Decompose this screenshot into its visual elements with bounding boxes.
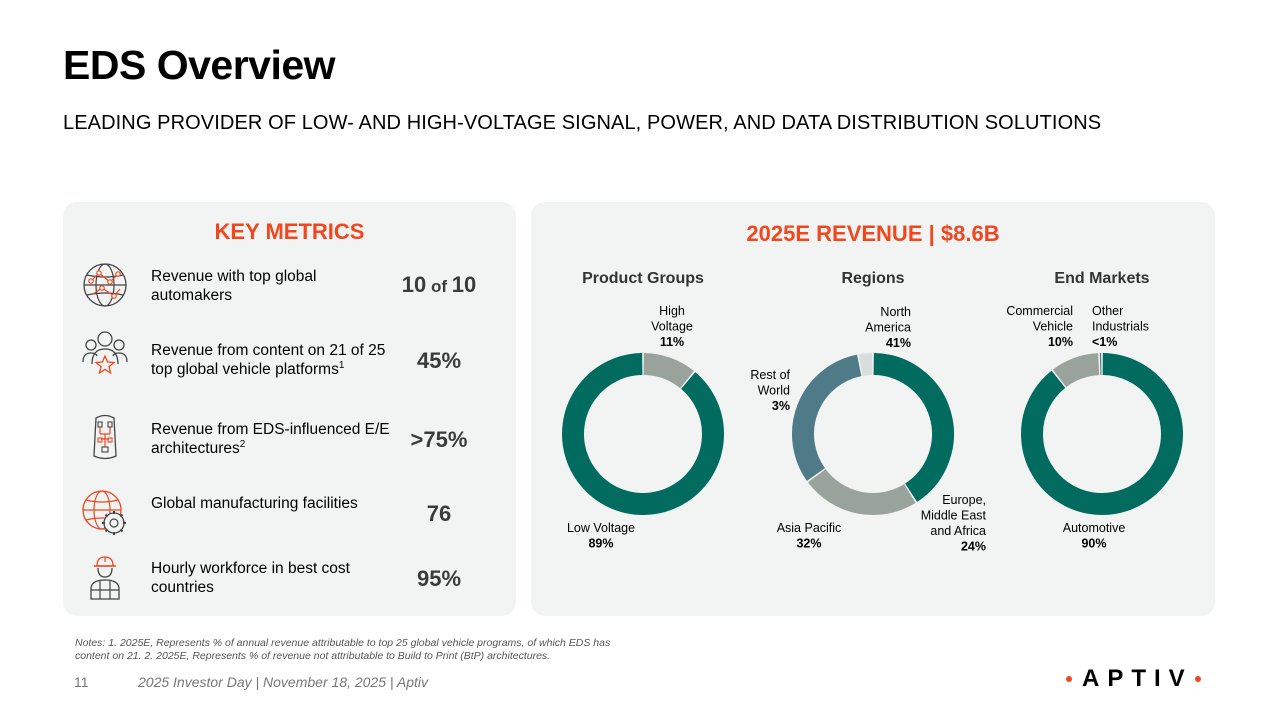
metric-value-platforms: 45%	[416, 348, 462, 373]
metric-value-automakers: 10 of 10	[401, 272, 477, 297]
revenue-heading: 2025E REVENUE | $8.6B	[746, 221, 1000, 246]
revenue-panel: 2025E REVENUE | $8.6B Product Groups High…	[531, 202, 1215, 616]
slice-regions-north-america	[873, 353, 954, 502]
slice-label-rest-of-world: Rest of World 3%	[750, 368, 790, 413]
slice-regions-rest-of-world	[858, 353, 873, 376]
slice-label-north-america: North America 41%	[865, 305, 911, 350]
metric-label-facilities: Global manufacturing facilities	[151, 495, 358, 512]
key-metrics-panel: KEY METRICS Revenue with top global auto…	[63, 202, 516, 616]
metric-label-workforce: Hourly workforce in best cost countries	[151, 560, 350, 596]
globe-gear-icon	[82, 490, 126, 535]
slice-product-groups-high-voltage	[643, 353, 694, 389]
page-title: EDS Overview	[63, 42, 336, 88]
slice-product-groups-low-voltage	[562, 353, 724, 515]
metric-value-facilities: 76	[426, 501, 452, 526]
slice-regions-europe-middle-east-and-africa	[807, 468, 916, 515]
revenue-donut-charts: Product Groups High Voltage 11% Low Voltage 8…	[562, 270, 1183, 554]
key-metrics-heading: KEY METRICS	[214, 219, 365, 244]
slice-end-markets-commercial-vehicle	[1052, 353, 1100, 388]
metric-label-platforms: Revenue from content on 21 of 25 top glo…	[151, 342, 386, 378]
metric-value-architectures: >75%	[410, 427, 468, 452]
people-star-icon	[82, 331, 128, 375]
logo-dot-left	[1066, 676, 1072, 682]
page-number: 11	[74, 674, 89, 690]
vehicle-architecture-icon	[93, 414, 117, 460]
slice-label-other-industrials: Other Industrials <1%	[1092, 304, 1149, 349]
slice-label-europe-middle-east-and-africa: Europe, Middle East and Africa 24%	[921, 493, 987, 554]
slice-label-asia-pacific: Asia Pacific 32%	[777, 521, 842, 551]
slice-end-markets-automotive	[1021, 353, 1183, 515]
metric-value-workforce: 95%	[416, 566, 462, 591]
footer-text: 2025 Investor Day | November 18, 2025 | …	[138, 674, 429, 690]
slice-label-commercial-vehicle: Commercial Vehicle 10%	[1006, 304, 1073, 349]
slice-label-automotive: Automotive 90%	[1063, 521, 1126, 551]
slice-regions-asia-pacific	[792, 354, 862, 481]
slice-label-high-voltage: High Voltage 11%	[651, 304, 693, 349]
chart-title-product-groups: Product Groups	[582, 270, 704, 287]
footnotes: Notes: 1. 2025E, Represents % of annual …	[75, 637, 611, 662]
chart-title-end-markets: End Markets	[1054, 270, 1149, 287]
chart-title-regions: Regions	[841, 270, 904, 287]
globe-network-icon	[83, 263, 127, 307]
logo-dot-right	[1194, 676, 1201, 682]
aptiv-logo: APTIV	[1066, 664, 1201, 694]
logo-wordmark: APTIV	[1082, 665, 1193, 692]
slice-label-low-voltage: Low Voltage 89%	[567, 521, 635, 551]
metric-label-architectures: Revenue from EDS-influenced E/E architec…	[151, 421, 390, 457]
page-subtitle: LEADING PROVIDER OF LOW- AND HIGH-VOLTAG…	[63, 112, 1102, 134]
metric-label-automakers: Revenue with top global automakers	[151, 268, 317, 304]
worker-icon	[90, 556, 120, 600]
